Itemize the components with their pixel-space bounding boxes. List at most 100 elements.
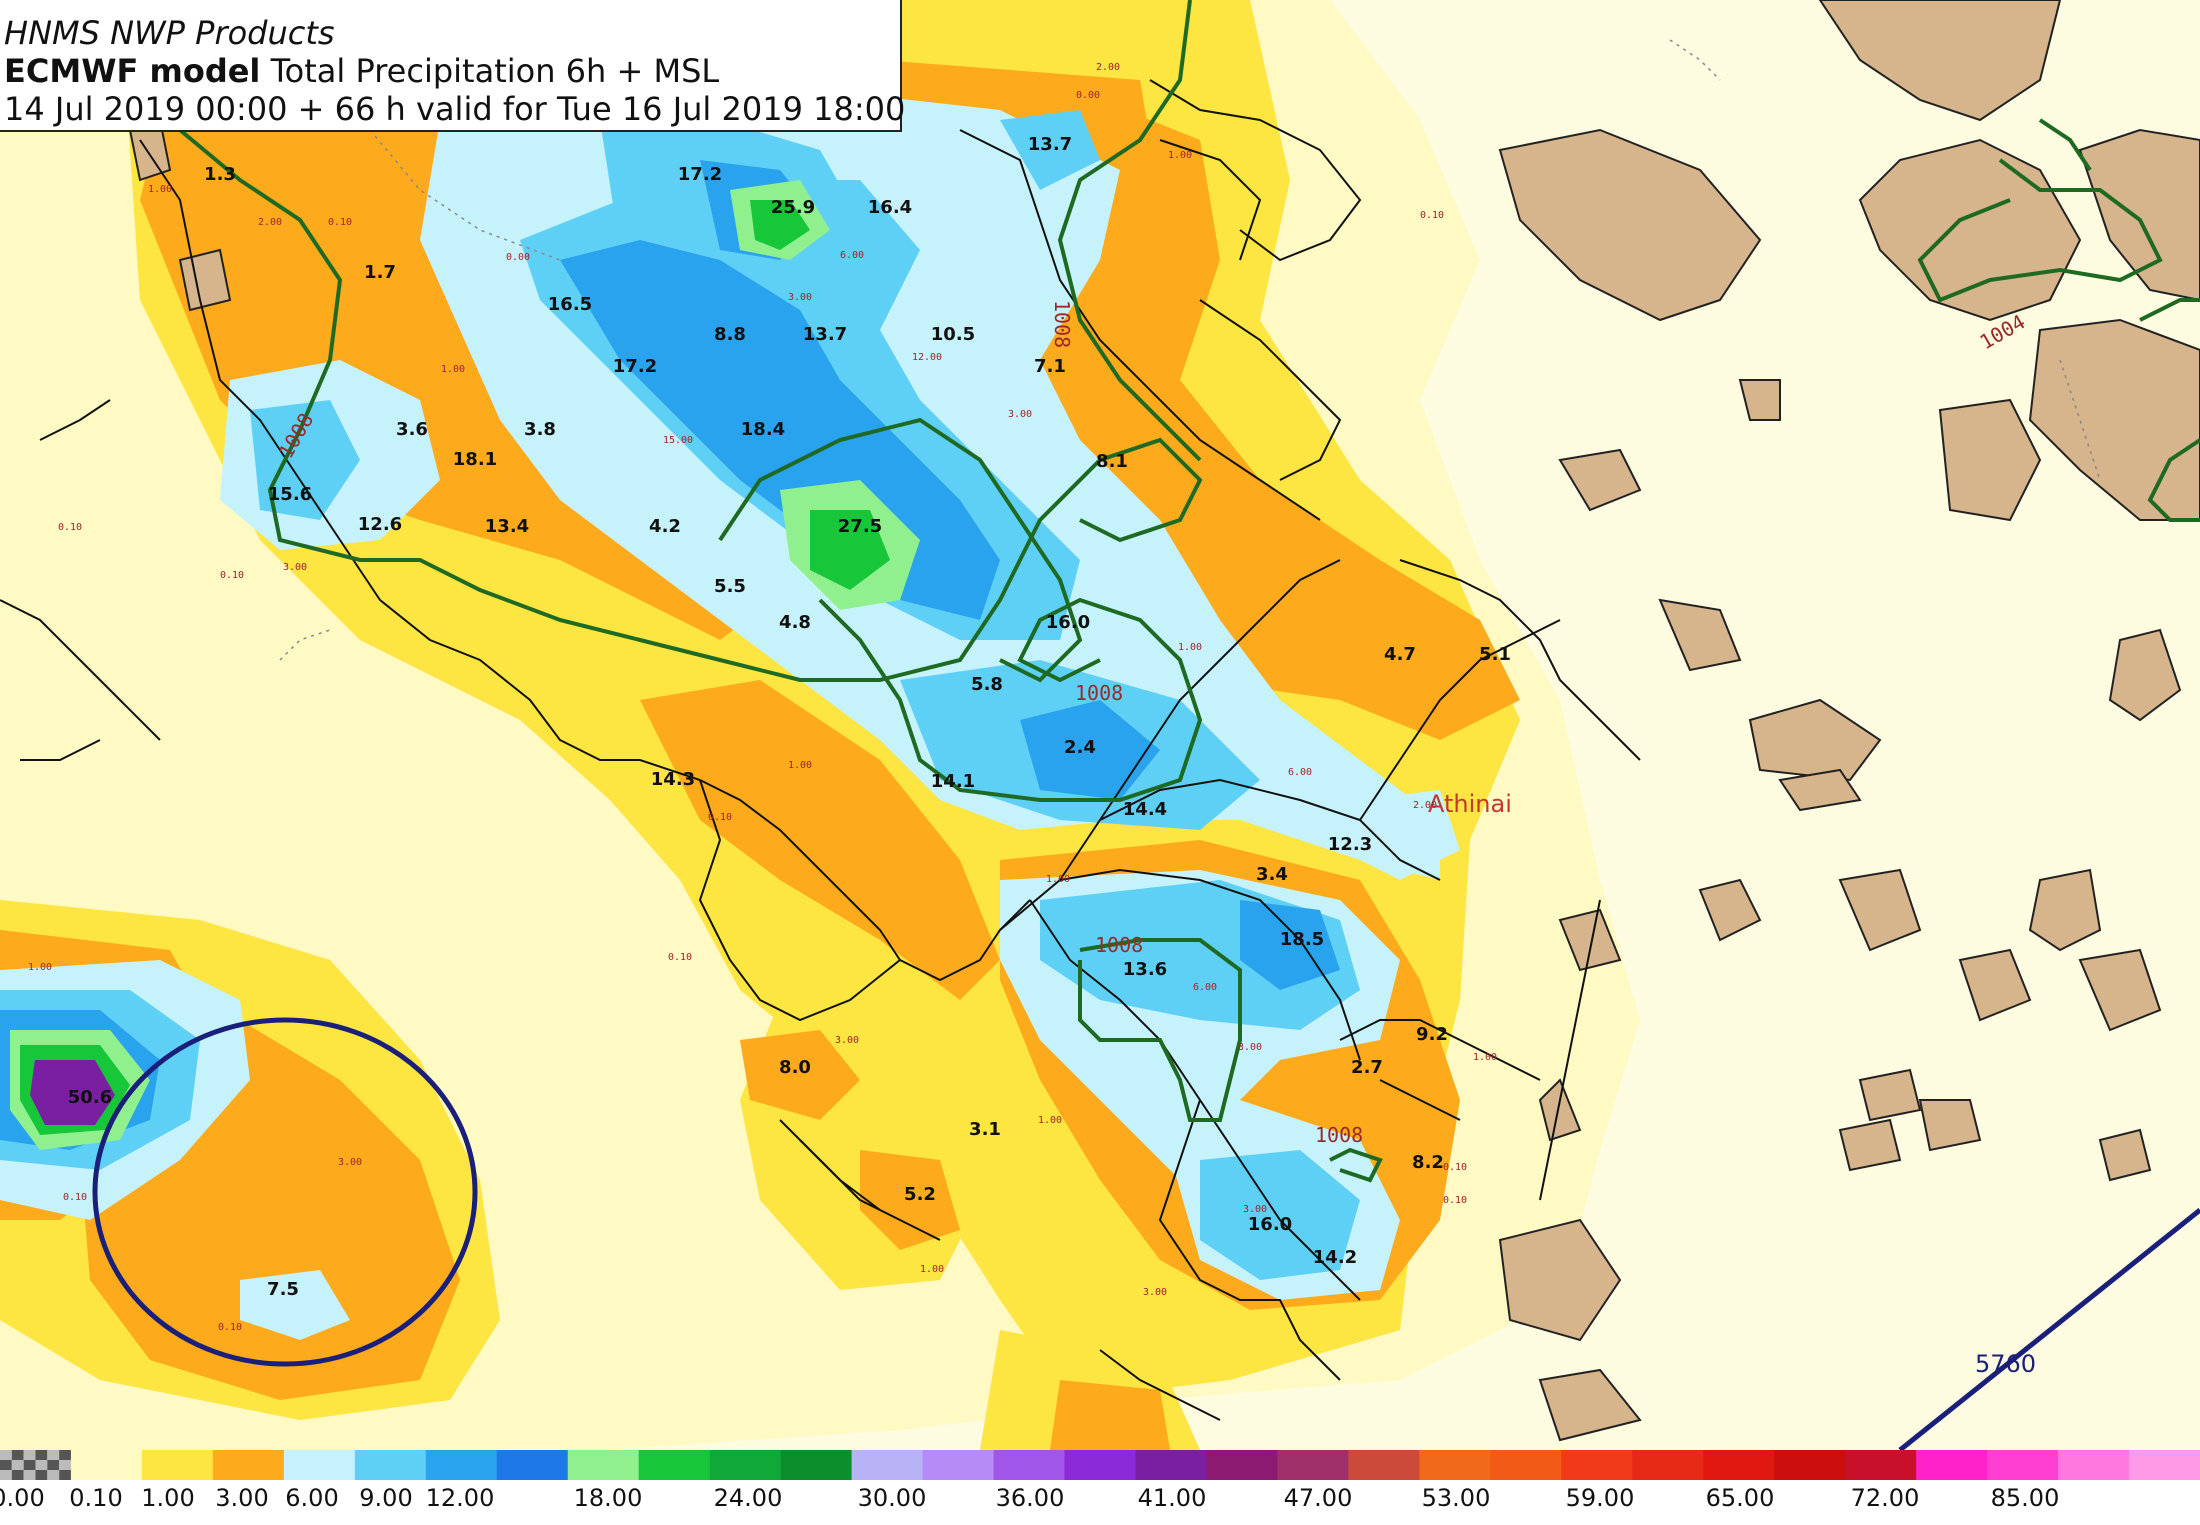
precip-area-24-00 (750, 200, 810, 250)
legend-label: 59.00 (1565, 1484, 1635, 1512)
isobar-label: 1008 (1050, 300, 1074, 348)
legend-swatch (993, 1450, 1066, 1480)
precip-max-value: 50.6 (68, 1087, 112, 1108)
precip-max-value: 8.0 (779, 1057, 811, 1078)
precip-small-value: 3.00 (1243, 1204, 1267, 1215)
precip-max-value: 9.2 (1416, 1024, 1448, 1045)
precip-area-3-00 (860, 1150, 960, 1250)
precip-small-value: 0.10 (1420, 210, 1444, 221)
precip-area-6-00 (1360, 790, 1460, 880)
precip-area-3-00 (740, 1030, 860, 1120)
legend-swatch (283, 1450, 356, 1480)
legend-label: 6.00 (285, 1484, 339, 1512)
legend-swatch (496, 1450, 569, 1480)
legend-swatch (1135, 1450, 1207, 1480)
precip-max-value: 5.8 (971, 674, 1003, 695)
precip-area-3-00 (220, 140, 360, 280)
precip-max-value: 4.7 (1384, 644, 1416, 665)
precip-small-value: 0.10 (63, 1192, 87, 1203)
precip-max-value: 1.3 (204, 164, 236, 185)
precip-max-value: 3.6 (396, 419, 428, 440)
precipitation-map: 1008 1008 1008 1004 1008 1008 Athinai 57… (0, 0, 2200, 1452)
precip-small-value: 0.00 (506, 252, 530, 263)
legend-label: 47.00 (1283, 1484, 1353, 1512)
precip-max-value: 18.4 (741, 419, 785, 440)
model-name: ECMWF model (4, 52, 261, 90)
precip-max-value: 5.1 (1479, 644, 1511, 665)
precip-max-value: 8.1 (1096, 451, 1128, 472)
precip-small-value: 3.00 (1008, 409, 1032, 420)
precip-small-value: 1.00 (148, 184, 172, 195)
precip-area-3-00 (1050, 1380, 1170, 1450)
precip-area-12-00 (1240, 900, 1340, 990)
precip-area-41-00 (30, 1060, 115, 1125)
geopotential-label: 5760 (1975, 1350, 2036, 1378)
precip-area-9-00 (1200, 1150, 1360, 1280)
precip-max-value: 13.7 (803, 324, 847, 345)
legend-label: 41.00 (1137, 1484, 1207, 1512)
legend-swatch (2129, 1450, 2200, 1480)
precip-max-value: 14.1 (931, 771, 975, 792)
isobar-label: 1008 (1075, 681, 1123, 705)
precip-small-value: 3.00 (338, 1157, 362, 1168)
precip-small-value: 0.10 (1443, 1162, 1467, 1173)
legend-label: 30.00 (857, 1484, 927, 1512)
legend-label: 65.00 (1705, 1484, 1775, 1512)
isobars (178, 0, 2200, 1183)
legend-swatch (212, 1450, 285, 1480)
precip-max-value: 14.3 (651, 769, 695, 790)
precip-small-value: 1.00 (1473, 1052, 1497, 1063)
precip-small-value: 2.00 (258, 217, 282, 228)
legend-swatch (425, 1450, 498, 1480)
precip-max-value: 18.5 (1280, 929, 1324, 950)
legend-swatch (851, 1450, 924, 1480)
legend-swatch (1206, 1450, 1278, 1480)
precip-small-value: 6.00 (1288, 767, 1312, 778)
legend-label: 1.00 (141, 1484, 195, 1512)
low-pressure-circle (92, 1017, 478, 1367)
precip-small-value: 3.00 (1238, 1042, 1262, 1053)
precip-small-value: 1.00 (1038, 1115, 1062, 1126)
precip-small-value: 15.00 (663, 435, 693, 446)
precip-small-value: 2.00 (1413, 800, 1437, 811)
precip-small-value: 6.00 (1193, 982, 1217, 993)
legend-swatch (70, 1450, 143, 1480)
legend-swatch (1845, 1450, 1917, 1480)
legend-label: 3.00 (215, 1484, 269, 1512)
precip-small-value: 3.00 (835, 1035, 859, 1046)
precip-max-value: 18.1 (453, 449, 497, 470)
legend-label: 0.00 (0, 1484, 45, 1512)
precip-area-3-00 (640, 680, 1000, 1000)
legend-swatch (1774, 1450, 1846, 1480)
model-title: ECMWF model Total Precipitation 6h + MSL (4, 52, 719, 90)
legend-swatches (0, 1450, 2200, 1480)
precip-small-value: 1.00 (1046, 874, 1070, 885)
field-name: Total Precipitation 6h + MSL (260, 52, 720, 90)
precip-small-value: 1.00 (1168, 150, 1192, 161)
precip-small-value: 1.00 (788, 760, 812, 771)
precip-small-value: 2.00 (1096, 62, 1120, 73)
precip-max-value: 27.5 (838, 516, 882, 537)
precip-small-value: 3.00 (788, 292, 812, 303)
precip-max-value: 17.2 (678, 164, 722, 185)
precip-max-value: 10.5 (931, 324, 975, 345)
precip-max-value: 5.2 (904, 1184, 936, 1205)
legend-label: 85.00 (1990, 1484, 2060, 1512)
title-box: HNMS NWP Products ECMWF model Total Prec… (0, 0, 905, 132)
precip-max-value: 17.2 (613, 356, 657, 377)
precip-max-value: 12.3 (1328, 834, 1372, 855)
legend-swatch (141, 1450, 214, 1480)
legend-swatch (1064, 1450, 1136, 1480)
precip-area-6-00 (240, 1270, 350, 1340)
legend-swatch (1419, 1450, 1491, 1480)
legend-swatch (1916, 1450, 1988, 1480)
precip-small-value: 12.00 (912, 352, 942, 363)
geopotential-5760-line (1898, 1208, 2200, 1452)
precip-max-value: 7.1 (1034, 356, 1066, 377)
precip-max-value: 4.2 (649, 516, 681, 537)
precip-max-value: 8.2 (1412, 1152, 1444, 1173)
precip-small-value: 1.00 (28, 962, 52, 973)
precip-max-value: 13.6 (1123, 959, 1167, 980)
legend-label: 18.00 (573, 1484, 643, 1512)
precip-small-value: 1.00 (1178, 642, 1202, 653)
